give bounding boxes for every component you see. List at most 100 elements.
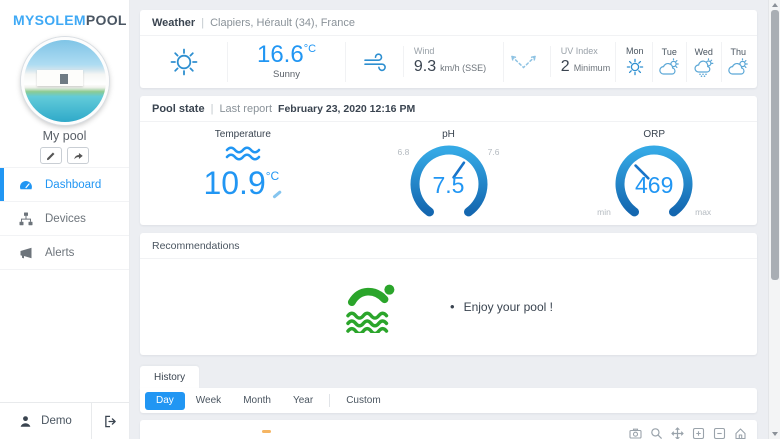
scroll-down-arrow[interactable] (769, 429, 780, 439)
share-icon (73, 152, 83, 160)
pool-temp-number: 10.9 (203, 165, 266, 201)
forecast-day-wed: Wed (687, 41, 722, 82)
share-pool-button[interactable] (67, 147, 89, 164)
uv-index-icon (511, 55, 536, 69)
sidebar-item-devices[interactable]: Devices (0, 202, 129, 236)
pool-temp-unit: °C (265, 169, 280, 183)
camera-icon[interactable] (629, 427, 642, 439)
pool-temperature-value: 10.9°C (203, 167, 282, 199)
recommendations-title: Recommendations (152, 239, 240, 252)
forecast-day-thu: Thu (722, 42, 756, 82)
pan-icon[interactable] (671, 427, 684, 439)
app-logo: MYSOLEMPOOL (0, 0, 129, 28)
brand-secondary: POOL (85, 12, 127, 28)
ph-label: pH (442, 129, 455, 140)
scroll-up-arrow[interactable] (769, 0, 780, 10)
current-temp-section: 16.6°C Sunny (228, 41, 346, 82)
last-report-value: February 23, 2020 12:16 PM (278, 102, 416, 115)
forecast-day-label: Thu (730, 46, 746, 57)
forecast-day-label: Wed (694, 46, 713, 57)
chart-toolbar (629, 427, 747, 439)
logout-icon (105, 415, 116, 427)
uv-section: UV Index 2 Minimum (504, 41, 616, 82)
user-name: Demo (41, 415, 72, 427)
uv-level: Minimum (573, 63, 611, 74)
zoom-out-icon[interactable] (713, 427, 726, 439)
range-button-week[interactable]: Week (185, 392, 232, 410)
pool-state-header: Pool state | Last report February 23, 20… (140, 96, 757, 122)
separator: | (210, 102, 214, 115)
temperature-metric: Temperature 10.9°C (140, 122, 346, 224)
waves-icon (225, 146, 261, 161)
avatar-window-shape (59, 74, 68, 85)
weather-card: Weather | Clapiers, Hérault (34), France… (140, 10, 757, 88)
scrollbar-thumb[interactable] (770, 10, 779, 280)
current-temp: 16.6°C (257, 43, 316, 67)
trend-up-icon (272, 190, 282, 199)
last-report-label: Last report (219, 102, 273, 115)
divider (329, 394, 331, 407)
range-button-day[interactable]: Day (145, 391, 185, 410)
range-button-year[interactable]: Year (282, 392, 324, 410)
orp-needle (634, 164, 650, 180)
wind-section: Wind 9.3 km/h (SSE) (346, 41, 504, 82)
zoom-icon[interactable] (650, 427, 663, 439)
range-button-month[interactable]: Month (232, 392, 282, 410)
ph-metric: pH 7.5 6.8 7.6 (346, 122, 552, 224)
bullet: • (450, 299, 455, 314)
sidebar-nav: Dashboard Devices Alerts (0, 167, 129, 270)
recommendation-item: • Enjoy your pool ! (450, 299, 553, 314)
main-content: Weather | Clapiers, Hérault (34), France… (130, 0, 780, 439)
avatar-house-shape (36, 69, 83, 86)
sidebar: MYSOLEMPOOL My pool Dashboard (0, 0, 130, 439)
recommendations-card: Recommendations • Enjoy your pool ! (140, 233, 757, 355)
recommendations-header: Recommendations (140, 233, 757, 259)
edit-pool-button[interactable] (40, 147, 62, 164)
history-chart-card (140, 420, 757, 439)
wind-text: Wind 9.3 km/h (SSE) (402, 45, 487, 78)
home-icon[interactable] (734, 427, 747, 439)
ph-high-label: 7.6 (487, 147, 500, 157)
forecast-day-label: Tue (661, 46, 677, 57)
orp-label: ORP (643, 129, 666, 140)
sidebar-footer: Demo (0, 402, 129, 439)
uv-text: UV Index 2 Minimum (549, 45, 611, 78)
ph-needle (451, 161, 465, 179)
tab-history[interactable]: History (140, 366, 200, 388)
zoom-in-icon[interactable] (692, 427, 705, 439)
partly-cloudy-icon (659, 57, 680, 75)
temperature-label: Temperature (214, 129, 271, 140)
orp-max-label: max (695, 207, 712, 217)
dashboard-icon (20, 180, 32, 189)
weather-title: Weather (152, 16, 196, 29)
wind-icon (364, 52, 386, 71)
vertical-scrollbar[interactable] (768, 0, 780, 439)
sidebar-item-label: Devices (45, 212, 86, 225)
wind-unit: km/h (SSE) (440, 63, 487, 74)
condition-label: Sunny (273, 69, 300, 80)
wind-label: Wind (413, 45, 435, 56)
sidebar-item-dashboard[interactable]: Dashboard (0, 168, 129, 202)
pool-state-card: Pool state | Last report February 23, 20… (140, 96, 757, 225)
weather-location: Clapiers, Hérault (34), France (210, 16, 355, 29)
range-button-custom[interactable]: Custom (335, 392, 391, 410)
sidebar-item-label: Alerts (45, 246, 75, 259)
pool-name: My pool (42, 129, 87, 143)
ph-gauge-arc (410, 145, 487, 217)
pool-avatar (20, 37, 109, 125)
separator: | (201, 16, 205, 29)
history-range-card: Day Week Month Year Custom (140, 388, 757, 413)
ph-low-label: 6.8 (397, 147, 410, 157)
user-profile[interactable]: Demo (0, 403, 92, 439)
logout-button[interactable] (92, 403, 129, 439)
current-condition-section (140, 41, 228, 82)
weather-body: 16.6°C Sunny Wind 9.3 km/h (SSE) (140, 36, 757, 87)
swimmer-icon (346, 284, 395, 333)
sun-icon (626, 58, 643, 76)
sidebar-item-alerts[interactable]: Alerts (0, 236, 129, 270)
rain-icon (694, 57, 714, 77)
forecast-day-tue: Tue (653, 41, 687, 82)
alerts-icon (20, 247, 32, 258)
ph-value: 7.5 (432, 172, 465, 198)
forecast-day-label: Mon (625, 46, 644, 56)
